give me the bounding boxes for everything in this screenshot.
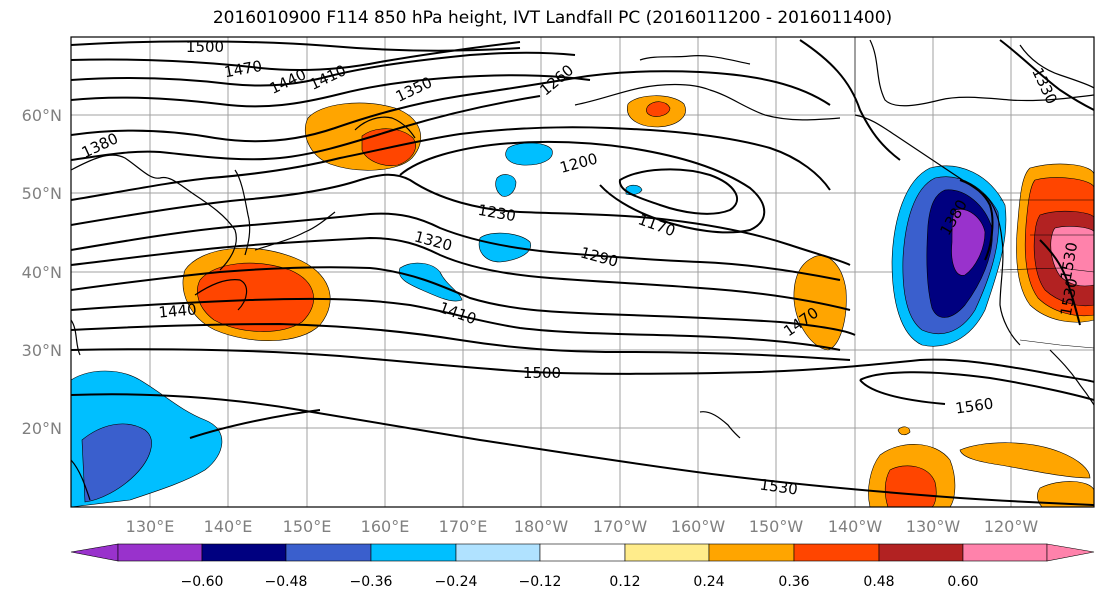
colorbar-tick-label: −0.60 [181, 574, 224, 590]
longitude-label: 140°W [828, 517, 883, 536]
latitude-label: 40°N [22, 263, 62, 282]
longitude-labels: 130°E 140°E 150°E 160°E 170°E 180°W 170°… [126, 517, 1039, 536]
colorbar-tick-label: 0.36 [778, 574, 809, 590]
height-contours [71, 39, 1094, 506]
shade-setropics-red [884, 465, 937, 507]
colorbar-segment [624, 543, 710, 562]
longitude-label: 150°W [749, 517, 804, 536]
figure-title: 2016010900 F114 850 hPa height, IVT Land… [212, 8, 893, 28]
colorbar-tick-label: 0.12 [609, 574, 640, 590]
contour-label: 1530 [759, 475, 799, 498]
shade-small-orange [897, 426, 911, 436]
longitude-label: 130°E [126, 517, 175, 536]
colorbar-segment [370, 543, 457, 562]
latitude-label: 30°N [22, 341, 62, 360]
longitude-label: 160°W [671, 517, 726, 536]
colorbar-segment [708, 543, 795, 562]
longitude-label: 130°W [906, 517, 961, 536]
colorbar-tick-label: −0.12 [519, 574, 562, 590]
latitude-label: 50°N [22, 184, 62, 203]
colorbar-tick-label: −0.48 [265, 574, 308, 590]
latitude-label: 60°N [22, 106, 62, 125]
longitude-label: 140°E [204, 517, 253, 536]
colorbar-tick-label: 0.60 [947, 574, 978, 590]
colorbar-tick-label: 0.24 [693, 574, 724, 590]
colorbar-segment [285, 543, 372, 562]
longitude-label: 160°E [361, 517, 410, 536]
colorbar [70, 543, 1095, 562]
colorbar-tick-label: −0.24 [435, 574, 478, 590]
latitude-label: 20°N [22, 419, 62, 438]
colorbar-tick-label: 0.48 [863, 574, 894, 590]
colorbar-segment [539, 543, 626, 562]
colorbar-under-arrow [70, 543, 119, 562]
shade-setropics-orange-2 [959, 442, 1091, 479]
shade-blob-3 [478, 232, 531, 263]
shade-blob-2 [495, 174, 517, 197]
shade-bering-red [646, 101, 671, 117]
contour-label: 1500 [523, 364, 561, 382]
colorbar-tick-label: −0.36 [350, 574, 393, 590]
longitude-label: 120°W [984, 517, 1039, 536]
map-frame [70, 36, 1095, 508]
contour-label: 1500 [186, 38, 224, 56]
longitude-label: 170°E [439, 517, 488, 536]
latitude-labels: 20°N 30°N 40°N 50°N 60°N [22, 106, 62, 438]
colorbar-segment [962, 543, 1048, 562]
colorbar-segment [201, 543, 287, 562]
shade-westcoast-purple [951, 208, 986, 276]
shade-setropics-orange-3 [1036, 481, 1094, 507]
contour-label: 1560 [954, 394, 994, 417]
contour-label: 1440 [158, 300, 198, 321]
longitude-label: 150°E [283, 517, 332, 536]
colorbar-ticks: −0.60 −0.48 −0.36 −0.24 −0.12 0.12 0.24 … [181, 574, 979, 590]
shade-tropics-blue [81, 423, 152, 503]
colorbar-over-arrow [1046, 543, 1095, 562]
colorbar-segment [455, 543, 541, 562]
colorbar-segment [117, 543, 203, 562]
colorbar-segment [878, 543, 964, 562]
longitude-label: 180°W [514, 517, 569, 536]
longitude-label: 170°W [593, 517, 648, 536]
colorbar-segment [793, 543, 880, 562]
